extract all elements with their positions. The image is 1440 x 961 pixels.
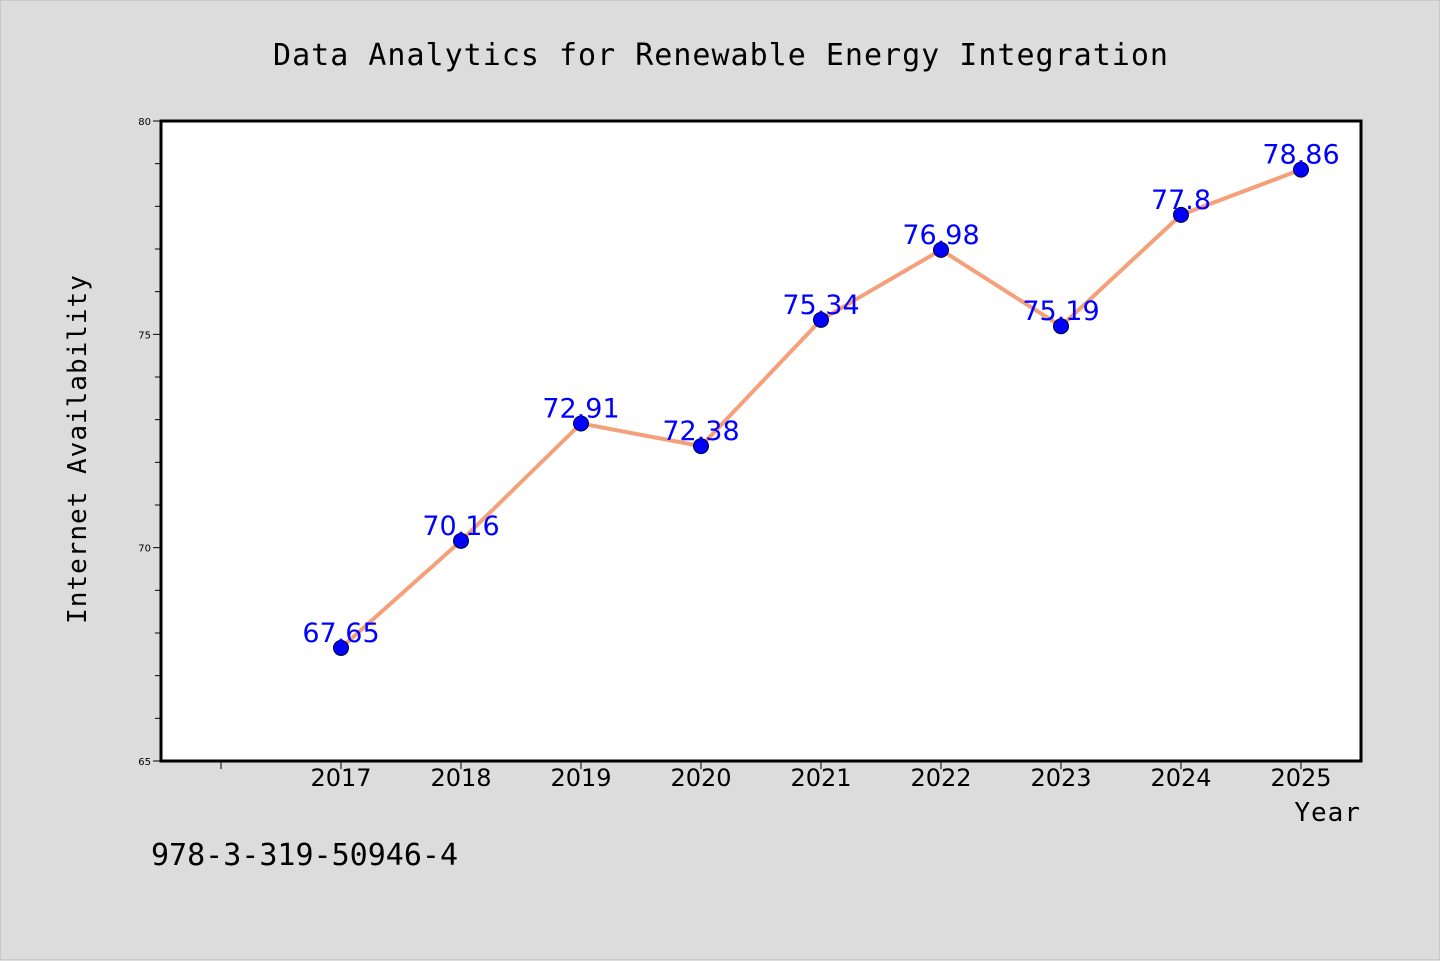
x-tick-label: 2023 — [1030, 764, 1091, 792]
data-label: 75.19 — [1022, 296, 1099, 327]
plot-area — [159, 119, 1363, 763]
data-label: 76.98 — [902, 220, 979, 251]
x-tick-label: 2018 — [430, 764, 491, 792]
x-tick-label: 2024 — [1150, 764, 1211, 792]
data-point — [1053, 318, 1069, 335]
isbn-text: 978-3-319-50946-4 — [151, 838, 458, 873]
data-markers — [333, 161, 1309, 656]
data-point — [693, 438, 709, 455]
y-tick-label: 70 — [138, 544, 151, 555]
x-tick-label: 2025 — [1270, 764, 1331, 792]
x-tick-label: 2022 — [910, 764, 971, 792]
data-label: 72.91 — [542, 394, 619, 425]
data-point — [933, 241, 949, 258]
data-label: 77.8 — [1151, 185, 1211, 216]
y-tick-label: 75 — [138, 330, 151, 341]
y-tick-label: 80 — [138, 117, 151, 128]
data-point — [333, 639, 349, 656]
data-point — [453, 532, 469, 549]
data-point — [1293, 161, 1309, 178]
data-point — [573, 415, 589, 432]
data-point — [1173, 206, 1189, 223]
y-axis: 65 70 75 80 — [138, 117, 161, 768]
y-axis-title: Internet Availability — [63, 274, 93, 624]
x-tick-label: 2020 — [670, 764, 731, 792]
y-tick-label: 65 — [138, 757, 151, 768]
data-point — [813, 311, 829, 328]
x-tick-label: 2017 — [310, 764, 371, 792]
data-labels: 67.65 70.16 72.91 72.38 75.34 76.98 75.19 77.8 7… — [302, 140, 1339, 649]
x-tick-label: 2021 — [790, 764, 851, 792]
data-label: 75.34 — [782, 290, 859, 321]
data-label: 70.16 — [422, 511, 499, 542]
x-axis-title: Year — [1294, 798, 1361, 828]
data-label: 72.38 — [662, 416, 739, 447]
x-axis: 2017 2018 2019 2020 2021 2022 2023 2024 2025 — [220, 761, 1332, 792]
data-label: 67.65 — [302, 618, 379, 649]
data-label: 78.86 — [1262, 140, 1339, 171]
chart-title: Data Analytics for Renewable Energy Inte… — [273, 38, 1169, 73]
x-tick-label: 2019 — [550, 764, 611, 792]
